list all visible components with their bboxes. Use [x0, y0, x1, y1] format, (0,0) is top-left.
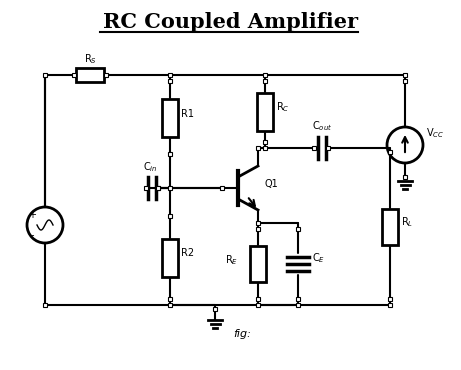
Bar	[388, 303, 392, 307]
Bar	[213, 307, 217, 311]
Bar	[296, 303, 300, 307]
Text: R$_C$: R$_C$	[276, 101, 290, 114]
Bar	[168, 152, 172, 156]
Bar	[162, 98, 178, 137]
Text: C$_E$: C$_E$	[312, 251, 325, 265]
Bar	[256, 297, 260, 301]
Text: R2: R2	[181, 249, 194, 259]
Bar	[168, 79, 172, 83]
Bar	[257, 92, 273, 131]
Bar	[156, 186, 160, 190]
Bar	[388, 297, 392, 301]
Text: R1: R1	[181, 108, 194, 118]
Bar	[403, 73, 407, 77]
Bar	[168, 303, 172, 307]
Text: C$_{out}$: C$_{out}$	[312, 119, 332, 133]
Bar	[220, 186, 224, 190]
Text: R$_L$: R$_L$	[401, 216, 413, 229]
Bar	[72, 73, 76, 77]
Bar	[312, 146, 316, 150]
Bar	[256, 146, 260, 150]
Bar	[168, 186, 172, 190]
Bar	[263, 140, 267, 144]
Bar	[388, 150, 392, 154]
Bar	[263, 73, 267, 77]
Bar	[104, 73, 108, 77]
Text: R$_S$: R$_S$	[83, 52, 96, 66]
Bar	[326, 146, 330, 150]
Bar	[43, 73, 47, 77]
Text: +: +	[28, 210, 36, 220]
Bar	[403, 175, 407, 179]
Bar	[250, 246, 266, 282]
Bar	[296, 227, 300, 231]
Bar	[168, 297, 172, 301]
Text: Q1: Q1	[264, 179, 278, 189]
Bar	[156, 186, 160, 190]
Bar	[382, 209, 398, 245]
Text: -: -	[30, 230, 34, 240]
Bar	[403, 79, 407, 83]
Bar	[256, 303, 260, 307]
Bar	[144, 186, 148, 190]
Bar	[162, 239, 178, 276]
Text: C$_{in}$: C$_{in}$	[143, 160, 157, 174]
Bar	[263, 146, 267, 150]
Bar	[296, 297, 300, 301]
Text: RC Coupled Amplifier: RC Coupled Amplifier	[102, 12, 357, 32]
Bar	[43, 303, 47, 307]
Text: R$_E$: R$_E$	[225, 253, 238, 267]
Bar	[263, 79, 267, 83]
Bar	[168, 214, 172, 218]
Bar	[168, 73, 172, 77]
Bar	[256, 221, 260, 225]
Text: V$_{CC}$: V$_{CC}$	[426, 126, 444, 140]
Bar	[256, 227, 260, 231]
Bar	[76, 68, 104, 82]
Text: fig:: fig:	[233, 329, 251, 339]
